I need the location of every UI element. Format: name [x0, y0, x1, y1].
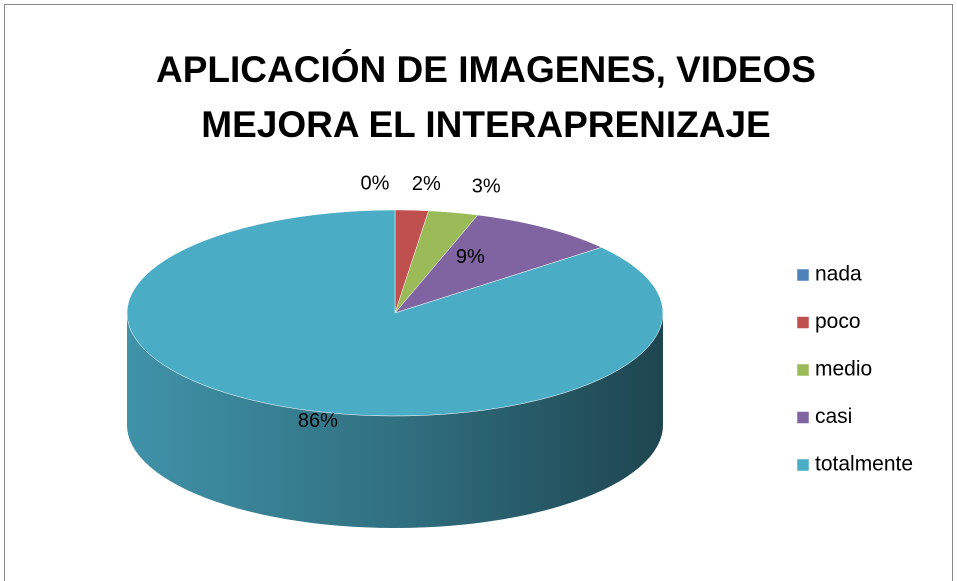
legend-label: nada: [815, 263, 862, 286]
data-label: 0%: [361, 173, 390, 195]
slice: [394, 210, 479, 314]
legend-swatch: [796, 268, 810, 282]
data-label: 9%: [456, 246, 485, 268]
slice-side-shade: [127, 313, 663, 528]
data-label: 3%: [472, 176, 501, 198]
chart-title: APLICACIÓN DE IMAGENES, VIDEOS: [156, 48, 816, 90]
slice: [394, 214, 603, 314]
slice: [126, 209, 664, 417]
data-label: 2%: [412, 173, 441, 195]
data-label: 86%: [298, 410, 338, 432]
legend-label: casi: [815, 405, 852, 428]
chart-title: MEJORA EL INTERAPRENIZAJE: [201, 104, 770, 145]
legend-swatch: [796, 458, 810, 472]
legend-swatch: [796, 316, 810, 329]
legend-label: totalmente: [815, 453, 913, 476]
legend-label: poco: [815, 310, 861, 333]
legend-swatch: [796, 363, 810, 377]
legend-label: medio: [815, 358, 872, 381]
legend-swatch: [796, 411, 810, 424]
